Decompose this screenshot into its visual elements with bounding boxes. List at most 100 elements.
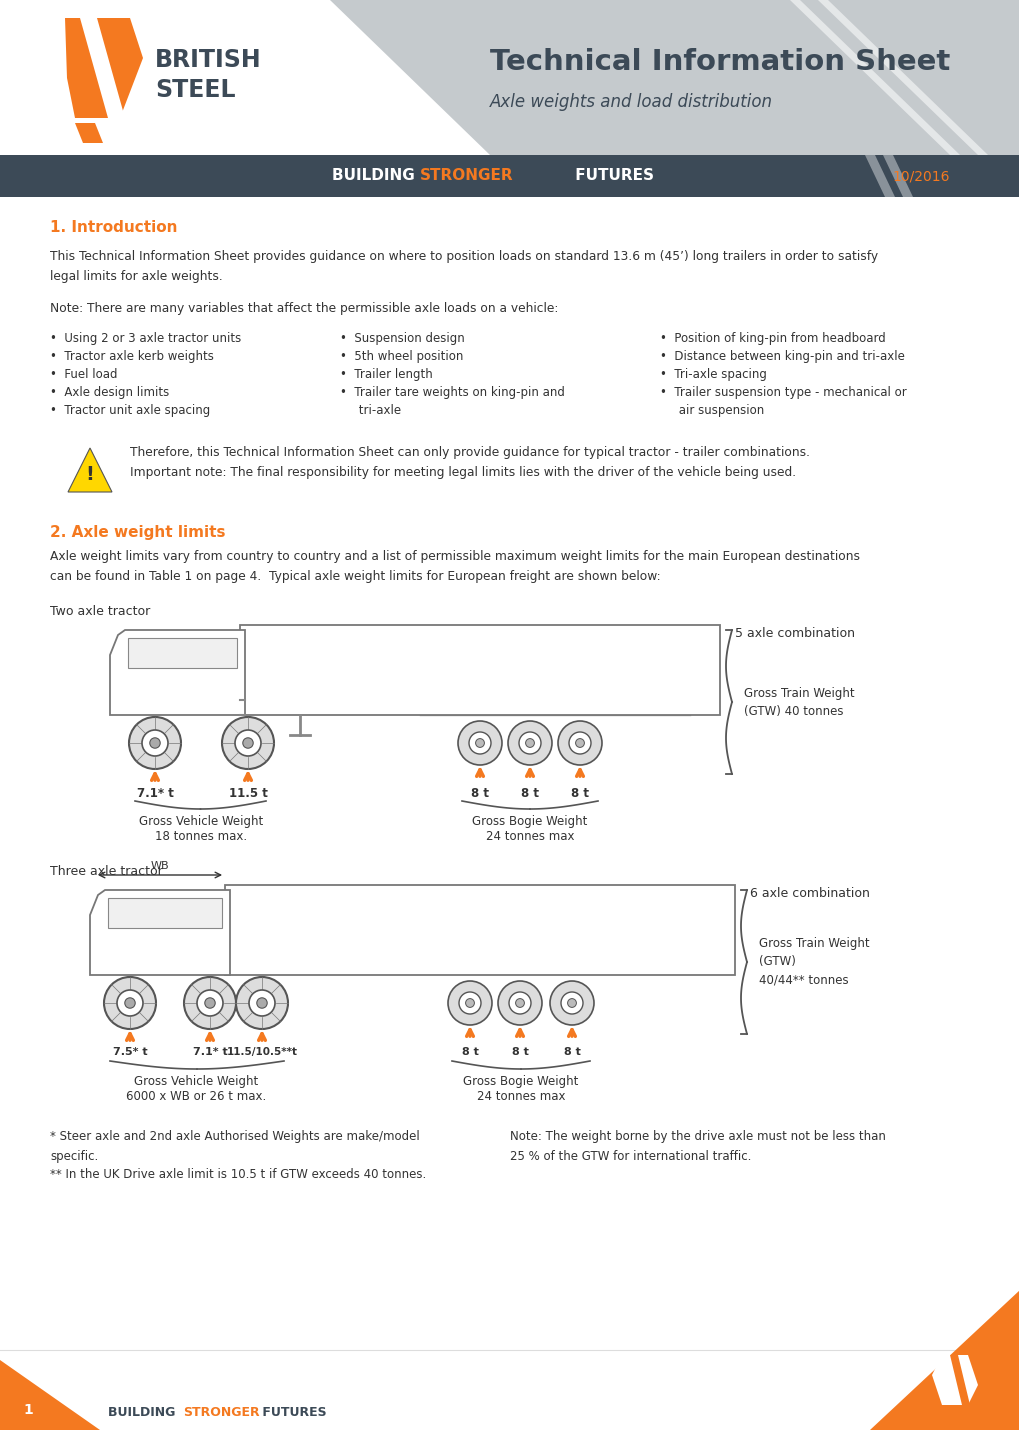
Text: •  Axle design limits: • Axle design limits [50, 386, 169, 399]
Circle shape [249, 990, 275, 1015]
Text: BUILDING: BUILDING [108, 1407, 179, 1420]
Circle shape [557, 721, 601, 765]
Text: ** In the UK Drive axle limit is 10.5 t if GTW exceeds 40 tonnes.: ** In the UK Drive axle limit is 10.5 t … [50, 1168, 426, 1181]
Text: •  Tri-axle spacing: • Tri-axle spacing [659, 368, 766, 380]
Circle shape [569, 732, 590, 754]
Circle shape [243, 738, 253, 748]
Text: 11.5 t: 11.5 t [228, 787, 267, 799]
Text: •  Trailer tare weights on king-pin and: • Trailer tare weights on king-pin and [339, 386, 565, 399]
Text: tri-axle: tri-axle [339, 405, 400, 418]
Text: FUTURES: FUTURES [570, 169, 653, 183]
Text: Technical Information Sheet: Technical Information Sheet [489, 49, 950, 76]
Polygon shape [75, 123, 103, 143]
Circle shape [234, 729, 261, 756]
Text: •  Distance between king-pin and tri-axle: • Distance between king-pin and tri-axle [659, 350, 904, 363]
Text: 5 axle combination: 5 axle combination [735, 626, 854, 641]
Text: 8 t: 8 t [564, 1047, 580, 1057]
Circle shape [507, 721, 551, 765]
Polygon shape [79, 19, 125, 119]
Circle shape [197, 990, 223, 1015]
Text: FUTURES: FUTURES [258, 1407, 326, 1420]
Text: •  Tractor unit axle spacing: • Tractor unit axle spacing [50, 405, 210, 418]
Text: * Steer axle and 2nd axle Authorised Weights are make/model
specific.: * Steer axle and 2nd axle Authorised Wei… [50, 1130, 420, 1163]
Circle shape [235, 977, 287, 1030]
Text: Three axle tractor: Three axle tractor [50, 865, 163, 878]
Text: 7.1* t: 7.1* t [137, 787, 173, 799]
Text: 10/2016: 10/2016 [892, 169, 949, 183]
Text: 2. Axle weight limits: 2. Axle weight limits [50, 525, 225, 541]
Text: •  Tractor axle kerb weights: • Tractor axle kerb weights [50, 350, 214, 363]
Circle shape [549, 981, 593, 1025]
Circle shape [525, 739, 534, 748]
Polygon shape [0, 1360, 100, 1430]
Circle shape [124, 998, 136, 1008]
Circle shape [560, 992, 583, 1014]
Text: 7.1* t: 7.1* t [193, 1047, 227, 1057]
Circle shape [567, 998, 576, 1007]
Circle shape [257, 998, 267, 1008]
Circle shape [519, 732, 540, 754]
Polygon shape [869, 1290, 1019, 1430]
Text: •  Suspension design: • Suspension design [339, 332, 465, 345]
Circle shape [150, 738, 160, 748]
Polygon shape [817, 0, 987, 154]
Text: 8 t: 8 t [471, 787, 488, 799]
Text: Gross Bogie Weight: Gross Bogie Weight [472, 815, 587, 828]
Text: STRONGER: STRONGER [182, 1407, 260, 1420]
Polygon shape [931, 1356, 977, 1406]
Polygon shape [239, 625, 719, 715]
Circle shape [222, 716, 274, 769]
Text: 18 tonnes max.: 18 tonnes max. [155, 829, 248, 844]
Polygon shape [949, 1356, 969, 1406]
Text: Gross Vehicle Weight: Gross Vehicle Weight [140, 815, 263, 828]
Circle shape [465, 998, 474, 1007]
Polygon shape [864, 154, 894, 197]
Circle shape [459, 992, 481, 1014]
Polygon shape [0, 154, 1019, 197]
Text: air suspension: air suspension [659, 405, 763, 418]
Text: BUILDING: BUILDING [331, 169, 420, 183]
Text: •  Trailer suspension type - mechanical or: • Trailer suspension type - mechanical o… [659, 386, 906, 399]
Circle shape [117, 990, 143, 1015]
Polygon shape [68, 448, 112, 492]
Text: •  Fuel load: • Fuel load [50, 368, 117, 380]
Text: 1: 1 [23, 1403, 33, 1417]
Text: •  Using 2 or 3 axle tractor units: • Using 2 or 3 axle tractor units [50, 332, 242, 345]
Text: •  Trailer length: • Trailer length [339, 368, 432, 380]
Text: Therefore, this Technical Information Sheet can only provide guidance for typica: Therefore, this Technical Information Sh… [129, 446, 809, 459]
Text: 6 axle combination: 6 axle combination [749, 887, 869, 899]
Circle shape [508, 992, 531, 1014]
Circle shape [515, 998, 524, 1007]
Polygon shape [90, 889, 229, 975]
Circle shape [128, 716, 180, 769]
Text: •  Position of king-pin from headboard: • Position of king-pin from headboard [659, 332, 884, 345]
Text: 8 t: 8 t [571, 787, 588, 799]
Circle shape [142, 729, 168, 756]
Polygon shape [110, 631, 245, 715]
Circle shape [458, 721, 501, 765]
Circle shape [475, 739, 484, 748]
Text: Two axle tractor: Two axle tractor [50, 605, 150, 618]
Text: Note: There are many variables that affect the permissible axle loads on a vehic: Note: There are many variables that affe… [50, 302, 557, 315]
Polygon shape [225, 885, 735, 975]
Text: Note: The weight borne by the drive axle must not be less than
25 % of the GTW f: Note: The weight borne by the drive axle… [510, 1130, 886, 1163]
Text: Gross Train Weight
(GTW)
40/44** tonnes: Gross Train Weight (GTW) 40/44** tonnes [758, 938, 869, 987]
Circle shape [447, 981, 491, 1025]
Text: 11.5/10.5**t: 11.5/10.5**t [226, 1047, 298, 1057]
Polygon shape [790, 0, 959, 154]
Circle shape [497, 981, 541, 1025]
Text: •  5th wheel position: • 5th wheel position [339, 350, 463, 363]
Text: !: ! [86, 465, 95, 483]
Text: Gross Vehicle Weight: Gross Vehicle Weight [133, 1075, 258, 1088]
Text: 24 tonnes max: 24 tonnes max [485, 829, 574, 844]
Text: STEEL: STEEL [155, 79, 235, 102]
Text: WB: WB [151, 861, 169, 871]
Polygon shape [127, 638, 236, 668]
Text: 7.5* t: 7.5* t [112, 1047, 147, 1057]
Text: This Technical Information Sheet provides guidance on where to position loads on: This Technical Information Sheet provide… [50, 250, 877, 283]
Text: 8 t: 8 t [521, 787, 538, 799]
Polygon shape [330, 0, 489, 154]
Circle shape [104, 977, 156, 1030]
Circle shape [183, 977, 235, 1030]
Text: 6000 x WB or 26 t max.: 6000 x WB or 26 t max. [125, 1090, 266, 1103]
